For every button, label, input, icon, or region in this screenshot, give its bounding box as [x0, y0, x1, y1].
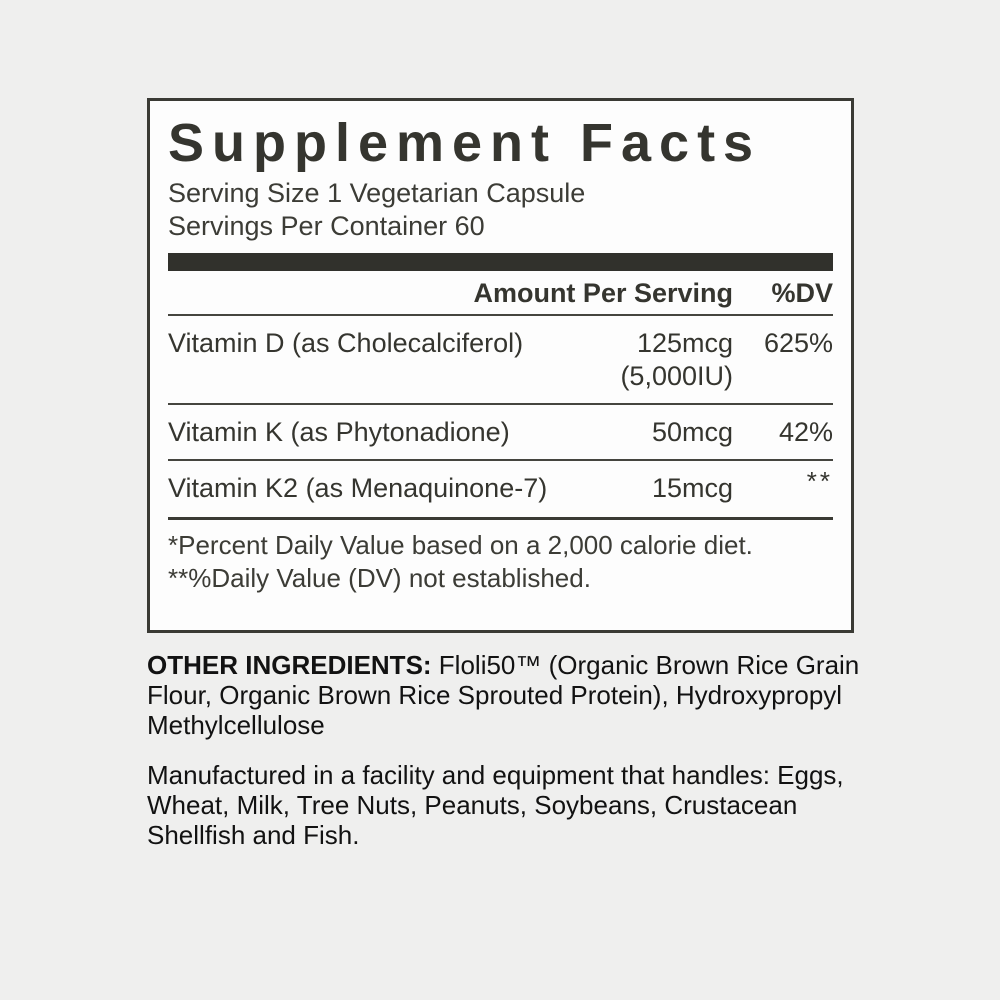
supplement-facts-panel: Supplement Facts Serving Size 1 Vegetari…	[147, 98, 854, 633]
nutrient-name: Vitamin K2 (as Menaquinone-7)	[168, 473, 548, 504]
amount-value: 125mcg	[636, 328, 733, 359]
serving-size: Serving Size 1 Vegetarian Capsule	[168, 178, 586, 209]
separator-bar	[168, 253, 833, 272]
allergen-notice-paragraph: Manufactured in a facility and equipment…	[147, 760, 844, 850]
footnote-daily-value: *Percent Daily Value based on a 2,000 ca…	[168, 530, 753, 561]
nutrient-amount: 50mcg	[651, 417, 733, 448]
nutrient-name: Vitamin K (as Phytonadione)	[168, 417, 510, 448]
servings-per-container: Servings Per Container 60	[168, 211, 485, 242]
other-ingredients-label: OTHER INGREDIENTS:	[147, 650, 432, 680]
footnotes: *Percent Daily Value based on a 2,000 ca…	[168, 517, 833, 595]
serving-info: Serving Size 1 Vegetarian Capsule Servin…	[168, 177, 833, 243]
nutrient-amount: 125mcg (5,000IU)	[611, 327, 733, 393]
other-ingredients-text: Floli50™ (Organic Brown Rice Grain Flour…	[147, 650, 860, 740]
amount-per-serving-header: Amount Per Serving	[473, 278, 733, 309]
percent-dv-header: %DV	[771, 278, 833, 309]
nutrient-dv: 42%	[778, 417, 833, 448]
nutrient-dv-not-established: **	[806, 466, 833, 497]
table-row-vitamin-k: Vitamin K (as Phytonadione) 50mcg 42%	[168, 403, 833, 459]
nutrient-amount: 15mcg	[651, 473, 733, 504]
nutrient-dv: 625%	[763, 328, 833, 359]
footnote-dv-not-established: **%Daily Value (DV) not established.	[168, 563, 591, 594]
supplement-facts-title: Supplement Facts	[168, 113, 762, 173]
table-row-vitamin-k2: Vitamin K2 (as Menaquinone-7) 15mcg **	[168, 459, 833, 515]
table-row-vitamin-d: Vitamin D (as Cholecalciferol) 125mcg (5…	[168, 316, 833, 403]
facts-table-header: Amount Per Serving %DV	[168, 271, 833, 317]
other-ingredients-paragraph: OTHER INGREDIENTS: Floli50™ (Organic Bro…	[147, 650, 863, 740]
nutrient-name: Vitamin D (as Cholecalciferol)	[168, 328, 524, 359]
amount-alt-value: (5,000IU)	[620, 361, 733, 392]
